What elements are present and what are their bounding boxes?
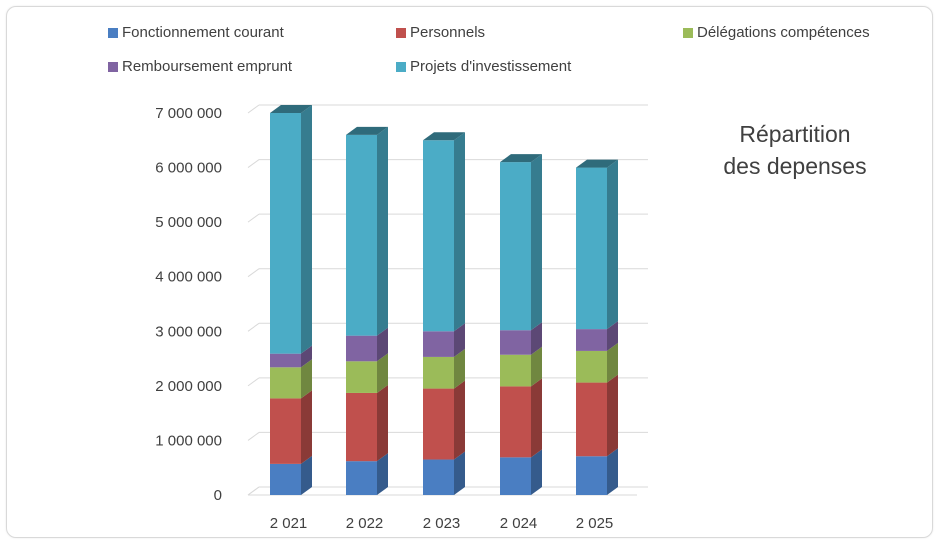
bar-segment [500, 330, 531, 355]
chart-title-line-2: des depenses [723, 153, 867, 179]
y-tick-label: 1 000 000 [155, 432, 222, 449]
y-tick-label: 0 [214, 487, 222, 504]
chart-title: Répartition des depenses [690, 118, 900, 182]
bar-segment-side [607, 321, 618, 351]
legend-item-remboursement-emprunt: Remboursement emprunt [108, 58, 292, 75]
x-tick-label: 2 024 [500, 515, 538, 532]
legend-label: Délégations compétences [697, 24, 870, 41]
bar-segment [270, 367, 301, 399]
bar-segment-side [531, 449, 542, 495]
legend-label: Projets d'investissement [410, 58, 572, 75]
bar-segment [500, 457, 531, 495]
gridline-depth [247, 377, 260, 387]
bar-segment [423, 388, 454, 460]
bar-segment [576, 382, 607, 457]
legend-swatch [396, 61, 406, 72]
legend-swatch [108, 61, 118, 72]
bar-top [500, 154, 542, 163]
bar-segment-side [454, 323, 465, 357]
legend-swatch [683, 27, 693, 38]
bar-segment [500, 354, 531, 387]
bar-segment [270, 113, 301, 354]
gridline-depth [247, 268, 260, 278]
legend-item-fonctionnement-courant: Fonctionnement courant [108, 24, 284, 41]
bar-segment-side [531, 346, 542, 387]
bar-segment [346, 335, 377, 362]
bar-segment-side [301, 105, 312, 354]
y-tick-label: 4 000 000 [155, 269, 222, 286]
gridline-depth [247, 322, 260, 332]
y-tick-label: 2 000 000 [155, 378, 222, 395]
bar-segment-side [531, 154, 542, 331]
bar-segment-side [301, 455, 312, 495]
bar-segment [576, 329, 607, 351]
gridline-depth [247, 213, 260, 223]
y-tick-label: 5 000 000 [155, 214, 222, 231]
bar-segment-side [377, 453, 388, 495]
bar-segment-side [377, 126, 388, 336]
gridline-depth [247, 159, 260, 168]
bar-segment-side [607, 159, 618, 330]
bar-top [270, 105, 312, 113]
bar-segment-side [454, 132, 465, 332]
bar-segment [423, 331, 454, 357]
x-tick-label: 2 022 [346, 515, 384, 532]
gridline-depth [247, 104, 260, 114]
bar-segment [423, 459, 454, 495]
bar-top [346, 126, 388, 135]
legend-label: Personnels [410, 24, 486, 41]
bar-segment-side [607, 448, 618, 495]
y-tick-label: 3 000 000 [155, 323, 222, 340]
bar-segment-side [377, 384, 388, 462]
bar-segment-side [531, 322, 542, 355]
chart-frame [6, 6, 933, 538]
bar-segment [500, 162, 531, 331]
legend-swatch [108, 27, 118, 38]
bar-segment [576, 456, 607, 495]
gridline-depth [247, 432, 260, 441]
bar-segment-side [377, 327, 388, 362]
y-tick-label: 6 000 000 [155, 160, 222, 177]
bar-segment [500, 386, 531, 458]
legend-label: Fonctionnement courant [122, 24, 284, 41]
bar-segment [346, 134, 377, 336]
bar-segment [423, 140, 454, 332]
bar-segment-side [301, 359, 312, 399]
bar-segment [270, 463, 301, 495]
x-tick-label: 2 021 [270, 515, 308, 532]
bar-segment [346, 461, 377, 495]
bar-segment [270, 353, 301, 368]
x-tick-label: 2 023 [423, 515, 461, 532]
bar-segment [576, 167, 607, 330]
bar-top [576, 159, 618, 168]
bar-segment [576, 350, 607, 383]
legend-item-delegations-competences: Délégations compétences [683, 24, 870, 41]
bar-segment [270, 398, 301, 464]
legend-label: Remboursement emprunt [122, 58, 293, 75]
y-tick-label: 7 000 000 [155, 105, 222, 122]
legend-item-projets-investissement: Projets d'investissement [396, 58, 571, 75]
bar-segment-side [531, 378, 542, 458]
bar-segment-side [454, 348, 465, 389]
bar-segment [423, 356, 454, 389]
bar-segment-side [607, 374, 618, 457]
bar-segment-side [454, 451, 465, 495]
x-tick-label: 2 025 [576, 515, 614, 532]
bar-segment-side [377, 353, 388, 393]
legend-item-personnels: Personnels [396, 24, 485, 41]
bar-segment-side [301, 390, 312, 464]
bar-segment-side [301, 345, 312, 368]
axis-floor-edge [247, 486, 260, 496]
bar-segment-side [607, 342, 618, 383]
bar-top [423, 132, 465, 141]
bar-segment-side [454, 380, 465, 460]
bar-segment [346, 361, 377, 393]
bar-segment [346, 392, 377, 462]
legend-swatch [396, 27, 406, 38]
chart-title-line-1: Répartition [739, 121, 851, 147]
